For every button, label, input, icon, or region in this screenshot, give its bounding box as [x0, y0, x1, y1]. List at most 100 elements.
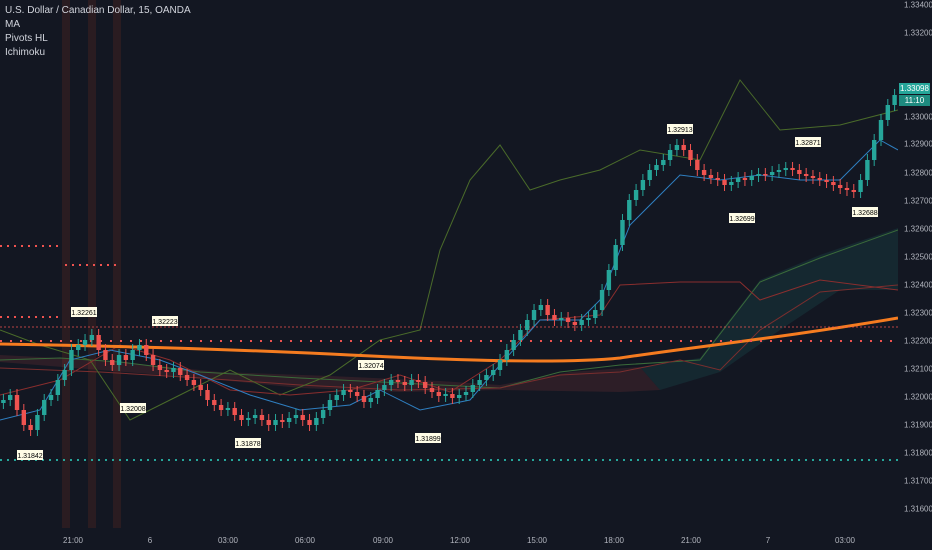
- pivot-label-text: 1.32261: [71, 310, 96, 317]
- price-tick-label: 1.32700: [904, 196, 932, 206]
- candle-body: [681, 145, 686, 150]
- candle-body: [82, 340, 88, 345]
- pivot-label-text: 1.32699: [729, 216, 754, 223]
- candle-body: [783, 168, 788, 170]
- indicator-pivots[interactable]: Pivots HL: [5, 33, 48, 44]
- candle-body: [831, 182, 836, 185]
- symbol-title[interactable]: U.S. Dollar / Canadian Dollar, 15, OANDA: [5, 5, 191, 16]
- candle-body: [246, 418, 251, 420]
- candle-body: [422, 382, 428, 388]
- candle-body: [572, 322, 578, 325]
- candle-body: [715, 178, 720, 180]
- candle-body: [858, 180, 863, 192]
- candle-body: [878, 120, 884, 140]
- candle-body: [382, 385, 387, 390]
- pivot-label-box: [152, 316, 178, 326]
- candle-body: [314, 418, 319, 425]
- candle-body: [69, 350, 74, 370]
- pivot-label-text: 1.31878: [235, 441, 260, 448]
- candle-body: [130, 350, 135, 360]
- session-highlight: [88, 0, 96, 528]
- candle-body: [640, 180, 646, 190]
- candle-body: [851, 190, 856, 192]
- candle-body: [96, 335, 101, 350]
- pivot-label-box: [358, 360, 384, 370]
- pivot-label-text: 1.32688: [852, 210, 877, 217]
- moving-average-line: [0, 316, 899, 363]
- candle-body: [171, 368, 176, 372]
- candle-body: [116, 355, 122, 365]
- candle-body: [348, 390, 353, 392]
- pivot-label-box: [17, 450, 43, 460]
- pivot-label: 1.32913: [667, 124, 693, 134]
- candle-body: [218, 405, 224, 410]
- candle-body: [368, 398, 373, 402]
- candle-body: [844, 188, 850, 190]
- candle-body: [252, 415, 258, 418]
- price-tick-label: 1.32300: [904, 308, 932, 318]
- candle-body: [729, 182, 734, 185]
- price-tick-label: 1.33200: [904, 28, 932, 38]
- chart-area[interactable]: 1.32261 1.32223 1.32008 1.31878 1.31842 1.320…: [0, 0, 899, 528]
- time-tick-label: 21:00: [62, 536, 84, 545]
- time-tick-label: 15:00: [526, 536, 548, 545]
- candle-body: [865, 160, 870, 180]
- candle-body: [178, 368, 183, 375]
- candle-body: [409, 380, 414, 385]
- candle-body: [76, 345, 81, 350]
- price-tick-label: 1.32100: [904, 364, 932, 374]
- pivot-label: 1.32223: [152, 316, 178, 326]
- candle-body: [375, 390, 380, 398]
- price-chart[interactable]: 1.32261 1.32223 1.32008 1.31878 1.31842 1.320…: [0, 0, 899, 528]
- pivot-label-box: [235, 438, 261, 448]
- candle-body: [674, 145, 680, 150]
- candle-body: [280, 420, 285, 422]
- candle-body: [1, 400, 6, 403]
- price-tick-label: 1.31800: [904, 448, 932, 458]
- candle-body: [531, 310, 537, 320]
- price-tick-label: 1.33000: [904, 112, 932, 122]
- price-tick-label: 1.31900: [904, 420, 932, 430]
- price-tick-label: 1.33400: [904, 0, 932, 10]
- current-price-tag: 1.33098: [899, 83, 930, 94]
- candle-body: [320, 410, 326, 418]
- candle-body: [62, 370, 67, 380]
- candle-body: [429, 388, 435, 392]
- candle-body: [89, 335, 95, 340]
- time-tick-label: 6: [147, 536, 153, 545]
- time-axis[interactable]: 21:00 6 03:00 06:00 09:00 12:00 15:00 18:00 21:0…: [0, 528, 898, 550]
- candle-body: [763, 174, 768, 176]
- candle-body: [749, 176, 754, 180]
- candle-body: [184, 375, 190, 380]
- pivot-label-box: [667, 124, 693, 134]
- candle-body: [266, 420, 271, 425]
- candle-body: [225, 408, 231, 410]
- pivot-label: 1.31899: [415, 433, 441, 443]
- indicator-ichimoku[interactable]: Ichimoku: [5, 47, 46, 58]
- candle-body: [701, 170, 707, 175]
- price-tick-label: 1.32000: [904, 392, 932, 402]
- candle-body: [606, 270, 612, 290]
- candle-body: [565, 318, 571, 322]
- indicator-ma[interactable]: MA: [5, 19, 20, 30]
- pivot-label-box: [71, 307, 97, 317]
- candle-body: [259, 415, 265, 420]
- candle-body: [463, 392, 469, 395]
- candle-body: [293, 415, 299, 418]
- price-tick-label: 1.32600: [904, 224, 932, 234]
- candle-body: [416, 380, 421, 382]
- pivot-label-box: [120, 403, 146, 413]
- candle-body: [661, 160, 666, 165]
- ichimoku-base: [0, 279, 899, 396]
- candle-body: [388, 380, 394, 385]
- ichimoku-lagging: [0, 79, 899, 421]
- candle-body: [633, 190, 639, 200]
- price-axis[interactable]: 1.33400 1.33200 1.32900 1.32800 1.32700 1.326…: [898, 0, 932, 528]
- candle-body: [790, 168, 795, 170]
- time-tick-label: 18:00: [603, 536, 625, 545]
- candle-body: [667, 150, 673, 160]
- candle-body: [559, 318, 564, 320]
- candle-body: [35, 415, 40, 430]
- pivot-label-text: 1.31899: [415, 436, 440, 443]
- candle-body: [722, 180, 727, 185]
